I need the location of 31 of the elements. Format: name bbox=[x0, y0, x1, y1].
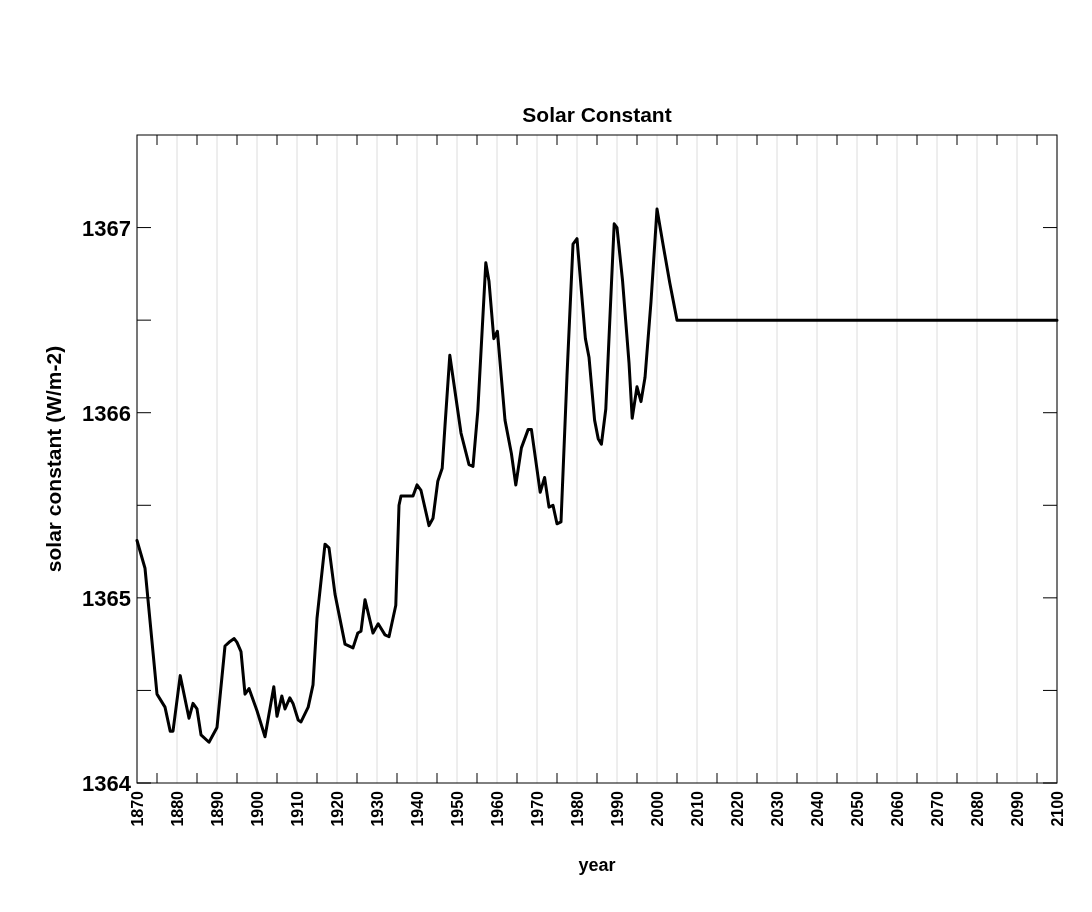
chart-title: Solar Constant bbox=[522, 103, 672, 126]
x-tick-label: 2080 bbox=[969, 790, 986, 827]
x-tick-label: 2060 bbox=[889, 790, 906, 827]
x-tick-label: 2070 bbox=[929, 790, 946, 827]
x-tick-label: 1870 bbox=[129, 790, 146, 827]
y-tick-label: 1364 bbox=[82, 771, 132, 796]
x-tick-label: 1990 bbox=[609, 790, 626, 827]
x-tick-label: 2050 bbox=[849, 790, 866, 827]
x-tick-label: 1880 bbox=[169, 790, 186, 827]
x-axis-title: year bbox=[578, 855, 616, 875]
x-tick-label: 1950 bbox=[449, 790, 466, 827]
x-tick-label: 1910 bbox=[289, 790, 306, 827]
x-tick-label: 2010 bbox=[689, 790, 706, 827]
x-tick-label: 2030 bbox=[769, 790, 786, 827]
x-tick-label: 1980 bbox=[569, 790, 586, 827]
x-tick-label: 2100 bbox=[1049, 790, 1066, 827]
y-tick-label: 1365 bbox=[82, 585, 131, 611]
y-axis-title: solar constant (W/m-2) bbox=[42, 345, 65, 573]
x-tick-label: 1970 bbox=[529, 790, 546, 827]
x-tick-label: 1900 bbox=[249, 790, 266, 827]
y-tick-label: 1366 bbox=[82, 400, 131, 426]
x-tick-label: 2040 bbox=[809, 790, 826, 827]
x-tick-label: 2090 bbox=[1009, 790, 1026, 827]
x-tick-label: 1930 bbox=[369, 790, 386, 827]
x-tick-label: 2000 bbox=[649, 790, 666, 827]
x-tick-label: 1940 bbox=[409, 790, 426, 827]
x-tick-label: 1920 bbox=[329, 790, 346, 827]
x-tick-label: 2020 bbox=[729, 790, 746, 827]
y-tick-label: 1367 bbox=[82, 215, 131, 241]
x-tick-label: 1890 bbox=[209, 790, 226, 827]
x-tick-label: 1960 bbox=[489, 790, 506, 827]
